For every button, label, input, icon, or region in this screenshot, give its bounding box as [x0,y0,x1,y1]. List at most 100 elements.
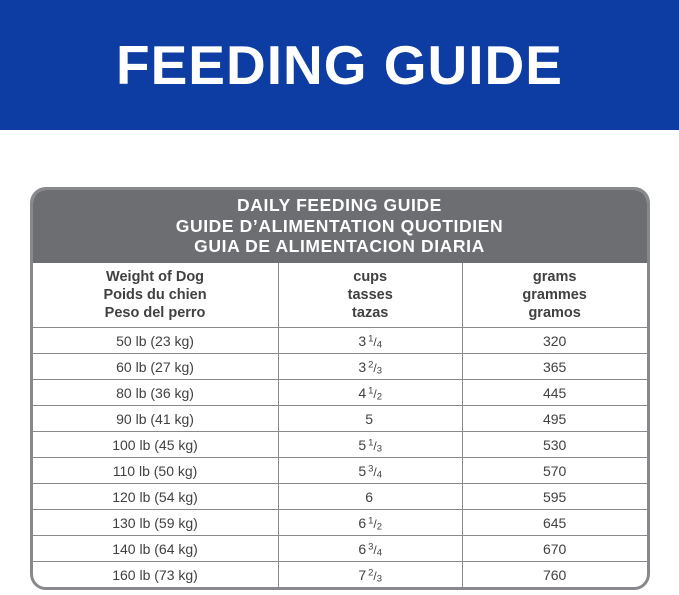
cups-fraction: 1/2 [368,515,383,533]
table-row: 90 lb (41 kg) 5 495 [32,405,647,433]
col-header-weight-fr: Poids du chien [103,287,207,304]
cups-cell: 5 3/4 [277,457,463,485]
cups-whole: 5 [358,462,367,479]
fraction-slash: / [373,438,377,453]
col-header-grams: grams grammes gramos [461,262,647,329]
cups-fraction-denominator: 3 [376,443,383,455]
col-header-grams-en: grams [532,268,577,285]
cups-fraction: 1/4 [368,333,383,351]
grams-cell: 495 [461,405,647,433]
table-title-en: DAILY FEEDING GUIDE [237,195,442,215]
daily-feeding-guide-card: DAILY FEEDING GUIDE GUIDE D’ALIMENTATION… [29,187,650,591]
cups-fraction: 3/4 [368,541,383,559]
grams-cell: 760 [461,561,647,588]
cups-cell: 7 2/3 [277,561,463,588]
weight-cell: 120 lb (54 kg) [32,483,279,511]
col-header-cups-en: cups [353,268,388,285]
cups-whole: 3 [358,358,367,375]
table-row: 100 lb (45 kg) 5 1/3 530 [32,431,647,459]
grams-cell: 365 [461,353,647,381]
feeding-guide-table: Weight of Dog Poids du chien Peso del pe… [32,262,647,588]
table-title-fr: GUIDE D’ALIMENTATION QUOTIDIEN [175,215,504,236]
table-row: 110 lb (50 kg) 5 3/4 570 [32,457,647,485]
cups-fraction: 2/3 [368,567,383,585]
cups-fraction-denominator: 3 [376,573,383,585]
grams-cell: 595 [461,483,647,511]
cups-cell: 6 [277,483,463,511]
cups-whole: 6 [358,514,367,531]
table-row: 120 lb (54 kg) 6 595 [32,483,647,511]
cups-cell: 3 2/3 [277,353,463,381]
cups-fraction-numerator: 1 [368,437,374,449]
table-title-es: GUIA DE ALIMENTACION DIARIA [194,236,485,257]
weight-cell: 140 lb (64 kg) [32,535,279,563]
col-header-cups-es: tazas [352,305,389,322]
cups-whole: 7 [358,566,367,583]
cups-cell: 5 [277,405,463,433]
cups-whole: 6 [358,540,367,557]
cups-fraction: 1/2 [368,385,383,403]
cups-cell: 5 1/3 [277,431,463,459]
weight-cell: 60 lb (27 kg) [32,353,279,381]
cups-fraction-denominator: 4 [376,469,383,481]
cups-fraction-numerator: 3 [368,463,374,475]
feeding-guide-banner: FEEDING GUIDE [0,0,679,130]
col-header-weight: Weight of Dog Poids du chien Peso del pe… [32,262,279,329]
cups-fraction-numerator: 2 [368,359,374,371]
grams-cell: 320 [461,327,647,355]
cups-fraction-denominator: 2 [376,391,383,403]
cups-fraction-numerator: 2 [368,567,374,579]
cups-fraction-denominator: 3 [376,365,383,377]
weight-cell: 90 lb (41 kg) [32,405,279,433]
grams-cell: 645 [461,509,647,537]
col-header-cups: cups tasses tazas [277,262,463,329]
grams-cell: 445 [461,379,647,407]
table-row: 160 lb (73 kg) 7 2/3 760 [33,561,647,588]
cups-fraction-numerator: 3 [368,541,374,553]
grams-cell: 570 [461,457,647,485]
table-row: 80 lb (36 kg) 4 1/2 445 [32,379,647,407]
cups-cell: 6 3/4 [277,535,463,563]
table-head: Weight of Dog Poids du chien Peso del pe… [32,262,647,329]
weight-cell: 100 lb (45 kg) [32,431,279,459]
cups-fraction-numerator: 1 [368,515,374,527]
fraction-slash: / [373,568,377,583]
cups-fraction-denominator: 4 [376,339,383,351]
table-row: 60 lb (27 kg) 3 2/3 365 [32,353,647,381]
weight-cell: 80 lb (36 kg) [32,379,279,407]
cups-cell: 6 1/2 [277,509,463,537]
table-row: 140 lb (64 kg) 6 3/4 670 [32,535,647,563]
weight-cell: 50 lb (23 kg) [32,327,279,355]
cups-fraction-denominator: 4 [376,547,383,559]
weight-cell: 110 lb (50 kg) [32,457,279,485]
cups-whole: 4 [358,384,367,401]
cups-whole: 6 [365,488,374,505]
cups-cell: 4 1/2 [277,379,463,407]
col-header-grams-es: gramos [528,305,581,322]
fraction-slash: / [373,542,377,557]
col-header-cups-fr: tasses [347,287,393,304]
table-row: 130 lb (59 kg) 6 1/2 645 [32,509,647,537]
cups-fraction: 3/4 [368,463,383,481]
grams-cell: 530 [461,431,647,459]
column-header-row: Weight of Dog Poids du chien Peso del pe… [32,262,647,329]
cups-fraction-numerator: 1 [368,333,374,345]
table-row: 50 lb (23 kg) 3 1/4 320 [32,327,647,355]
weight-cell: 160 lb (73 kg) [112,566,198,583]
cups-whole: 3 [358,332,367,349]
fraction-slash: / [373,516,377,531]
fraction-slash: / [373,464,377,479]
table-body: 50 lb (23 kg) 3 1/4 320 60 lb (27 kg) 3 2/… [32,327,647,588]
fraction-slash: / [373,334,377,349]
cups-fraction-denominator: 2 [376,521,383,533]
cups-whole: 5 [358,436,367,453]
col-header-grams-fr: grammes [522,287,587,304]
cups-cell: 3 1/4 [277,327,463,355]
table-title-block: DAILY FEEDING GUIDE GUIDE D’ALIMENTATION… [32,190,647,263]
col-header-weight-en: Weight of Dog [106,268,205,285]
cups-fraction: 2/3 [368,359,383,377]
grams-cell: 670 [461,535,647,563]
cups-whole: 5 [365,410,374,427]
banner-title: FEEDING GUIDE [116,33,563,96]
